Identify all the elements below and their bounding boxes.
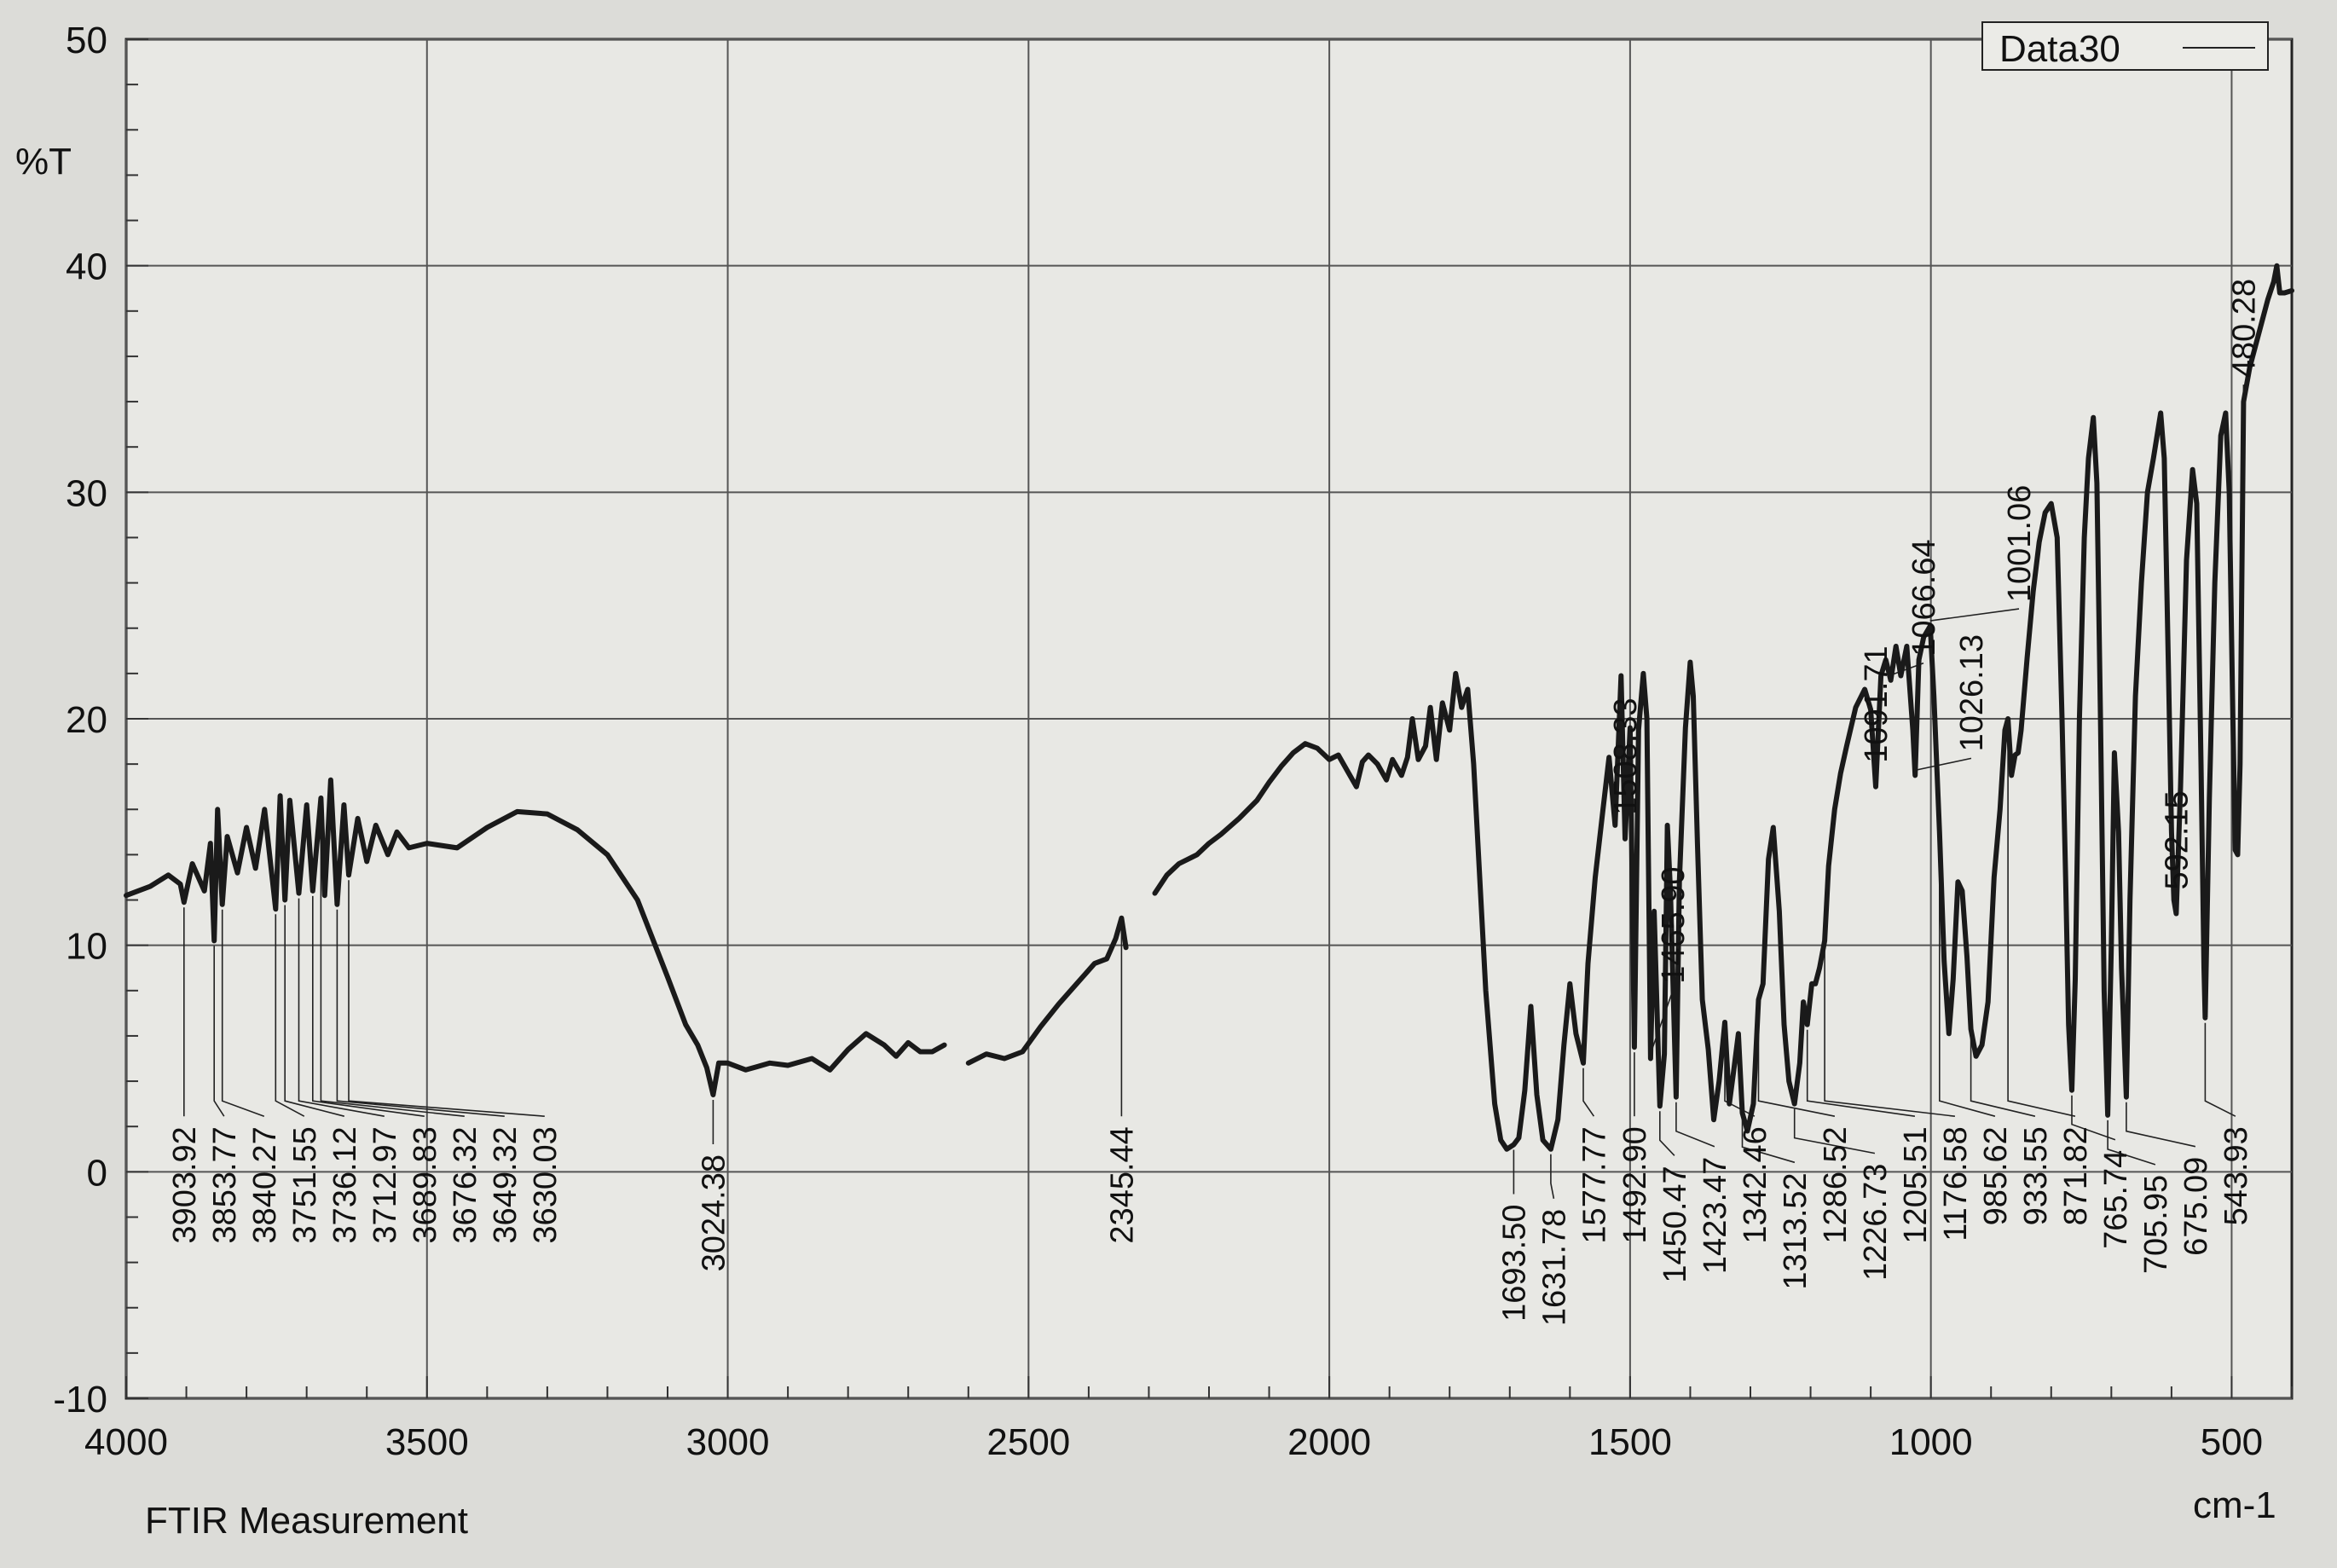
y-tick-label: 30 (66, 472, 107, 514)
peak-leader (1939, 836, 1996, 1117)
peak-label: 592.15 (2159, 790, 2195, 889)
peak-label: 3751.55 (287, 1126, 323, 1243)
peak-label: 1423.47 (1698, 1157, 1733, 1274)
peak-leader (1824, 946, 1955, 1117)
peak-leader (1929, 608, 2020, 622)
peak-leader (284, 905, 345, 1117)
peak-label: 3903.92 (167, 1126, 203, 1243)
peak-leader (1970, 1034, 2036, 1117)
peak-leader (275, 914, 305, 1117)
peak-leader (2204, 1022, 2236, 1117)
peak-label: 1465.90 (1656, 866, 1692, 983)
peak-label: 543.93 (2218, 1126, 2254, 1225)
x-tick-label: 3500 (385, 1421, 469, 1463)
peak-label: 1693.50 (1496, 1205, 1532, 1322)
peak-leader (1806, 1029, 1916, 1117)
peak-leader (1741, 1118, 1796, 1164)
peak-label: 871.82 (2058, 1126, 2094, 1225)
x-tick-label: 2500 (986, 1421, 1070, 1463)
x-tick-label: 1000 (1889, 1421, 1973, 1463)
peak-label: 3024.38 (696, 1154, 732, 1271)
peak-label: 3630.03 (528, 1126, 564, 1243)
peak-leader (221, 909, 265, 1117)
peak-label: 2345.44 (1104, 1126, 1140, 1243)
legend-box (1981, 21, 2269, 71)
peak-label: 1091.71 (1859, 645, 1894, 762)
peak-leader (1650, 990, 1674, 1054)
peak-label: 1342.46 (1738, 1126, 1773, 1243)
peak-label: 480.28 (2226, 279, 2262, 378)
peak-label: 3736.12 (327, 1126, 363, 1243)
peak-leader (320, 803, 465, 1117)
peak-label: 3676.32 (448, 1126, 483, 1243)
peak-label: 3649.32 (488, 1126, 524, 1243)
peak-label: 1026.13 (1954, 634, 1990, 751)
peak-leader-lines (183, 385, 2245, 1199)
peak-label: 1205.51 (1898, 1126, 1934, 1243)
peak-labels: 3903.92 3853.77 3840.27 3751.55 3736.12 3712.… (167, 279, 2263, 1326)
peak-label: 765.74 (2098, 1150, 2134, 1249)
peak-leader (311, 895, 425, 1117)
peak-label: 675.09 (2178, 1157, 2214, 1256)
y-axis-ticks: 50 40 30 20 10 0 -10 (53, 20, 107, 1420)
peak-label: 3853.77 (207, 1126, 243, 1243)
peak-label: 1450.47 (1657, 1166, 1693, 1282)
x-axis-ticks: 4000 3500 3000 2500 2000 1500 1000 500 (84, 1421, 2263, 1463)
y-tick-label: 20 (66, 699, 107, 741)
peak-leader (2071, 1095, 2116, 1141)
peak-label: 1066.64 (1906, 539, 1942, 656)
peak-leader (336, 909, 505, 1117)
peak-label: 985.62 (1978, 1126, 2014, 1225)
peak-leader (2107, 1120, 2156, 1166)
peak-leader (298, 898, 385, 1117)
y-tick-label: 50 (66, 20, 107, 61)
x-tick-label: 3000 (686, 1421, 770, 1463)
y-tick-label: 10 (66, 926, 107, 968)
peak-leader (2007, 724, 2076, 1117)
x-tick-label: 1500 (1588, 1421, 1672, 1463)
x-tick-label: 2000 (1287, 1421, 1371, 1463)
spectrum-line-segment (1152, 263, 2294, 1152)
peak-leader (1915, 757, 1972, 772)
peak-leader (213, 946, 225, 1117)
peak-leader (1550, 1154, 1555, 1199)
peak-label: 1631.78 (1536, 1209, 1572, 1326)
y-tick-label: 40 (66, 246, 107, 288)
y-axis-label: %T (15, 141, 72, 182)
peak-leader (348, 880, 545, 1117)
peak-leader (1793, 1108, 1876, 1154)
y-tick-label: -10 (53, 1379, 107, 1420)
y-tick-label: 0 (87, 1152, 107, 1194)
peak-label: 933.55 (2018, 1126, 2054, 1225)
peak-label: 3840.27 (247, 1126, 283, 1243)
x-tick-label: 4000 (84, 1421, 168, 1463)
minor-ticks (125, 38, 2293, 1399)
spectrum-series (124, 263, 2294, 1152)
legend-entry-label: Data30 (1999, 28, 2120, 70)
x-axis-label: cm-1 (2193, 1484, 2276, 1526)
spectrum-line-segment (965, 915, 1129, 1066)
peak-leader (1675, 1102, 1715, 1148)
peak-label: 1508.33 (1608, 697, 1644, 814)
peak-label: 1176.58 (1938, 1126, 1974, 1241)
peak-label: 3712.97 (367, 1126, 403, 1243)
peak-leader (2126, 1102, 2196, 1148)
spectrum-line-segment (124, 777, 947, 1097)
peak-leader (1582, 1068, 1595, 1117)
footer-label: FTIR Measurement (145, 1500, 468, 1542)
peak-label: 1492.90 (1617, 1126, 1653, 1243)
peak-label: 1577.77 (1576, 1126, 1612, 1243)
peak-label: 1313.52 (1778, 1172, 1813, 1289)
legend: Data30 (1981, 21, 2269, 71)
x-tick-label: 500 (2201, 1421, 2263, 1463)
peak-label: 1286.52 (1818, 1126, 1854, 1243)
peak-label: 1001.06 (2002, 485, 2038, 602)
peak-label: 3689.83 (408, 1126, 443, 1243)
peak-label: 1226.73 (1858, 1164, 1894, 1281)
peak-leader (1659, 1111, 1675, 1156)
peak-label: 705.95 (2138, 1175, 2174, 1274)
